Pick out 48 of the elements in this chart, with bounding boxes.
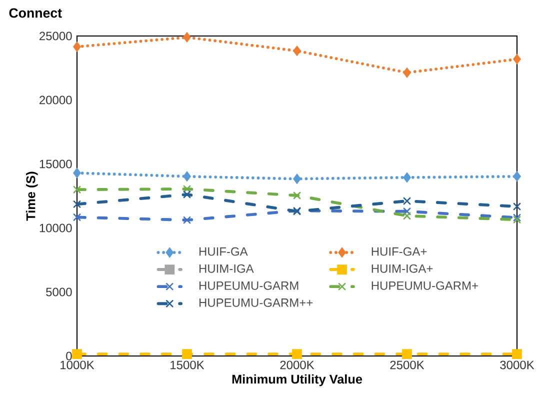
point xyxy=(513,214,521,222)
point xyxy=(512,349,522,360)
point xyxy=(293,192,301,200)
x-tick-label: 3000K xyxy=(500,360,534,370)
point xyxy=(182,349,192,360)
legend-label: HUIM-IGA+ xyxy=(372,264,433,273)
point xyxy=(403,68,411,78)
legend-label: HUPEUMU-GARM xyxy=(199,281,298,290)
point xyxy=(403,212,411,220)
y-tick-label: 10000 xyxy=(40,224,72,232)
x-tick-label: 2000K xyxy=(280,360,314,370)
x-axis-title: Minimum Utility Value xyxy=(232,374,362,386)
point xyxy=(73,214,81,221)
point xyxy=(183,171,191,182)
point xyxy=(403,197,411,205)
x-tick-label: 2500K xyxy=(390,360,424,370)
y-tick-label: 5000 xyxy=(46,288,72,296)
point xyxy=(513,202,521,210)
point xyxy=(73,200,81,208)
point xyxy=(403,208,411,216)
point xyxy=(293,46,301,56)
point xyxy=(513,171,521,182)
x-tick-label: 1000K xyxy=(60,360,94,370)
point xyxy=(183,216,191,224)
point xyxy=(73,186,81,194)
y-tick-label: 20000 xyxy=(40,96,72,104)
y-tick-label: 0 xyxy=(66,352,72,360)
y-tick-label: 25000 xyxy=(40,32,72,40)
point xyxy=(403,172,411,182)
point xyxy=(513,54,521,64)
x-tick-label: 1500K xyxy=(170,360,204,370)
point xyxy=(183,32,191,42)
y-tick-label: 15000 xyxy=(40,160,72,168)
chart-title: Connect xyxy=(9,8,62,18)
point xyxy=(73,168,81,178)
point xyxy=(293,174,301,184)
point xyxy=(292,349,302,360)
legend-label: HUIF-GA xyxy=(199,247,248,256)
point xyxy=(183,190,191,198)
legend-label: HUPEUMU-GARM++ xyxy=(199,298,313,307)
point xyxy=(402,349,412,360)
legend-label: HUIF-GA+ xyxy=(372,247,427,256)
point xyxy=(72,349,82,360)
y-axis-title: Time (S) xyxy=(26,172,38,221)
legend-label: HUPEUMU-GARM+ xyxy=(372,281,478,290)
legend-label: HUIM-IGA xyxy=(199,264,254,273)
point xyxy=(183,185,191,193)
point xyxy=(73,42,81,52)
